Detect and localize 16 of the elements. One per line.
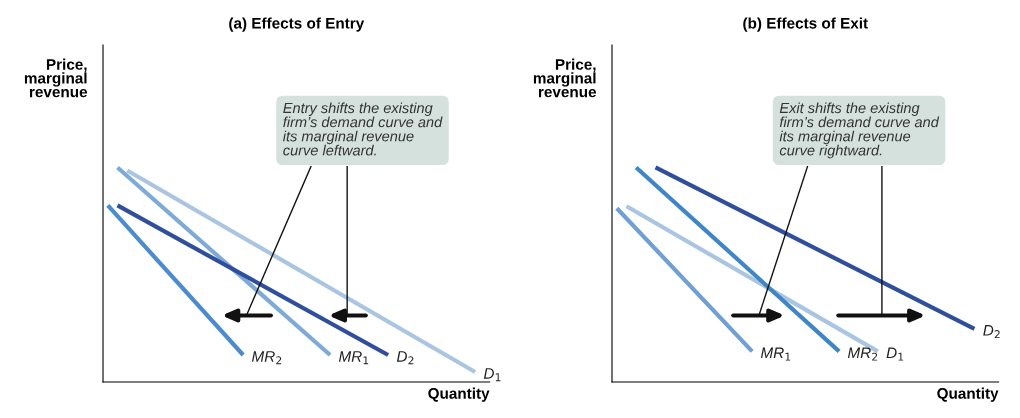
chart-title: (a) Effects of Entry: [229, 17, 365, 32]
series-label: MR$_{2}$: [847, 347, 878, 361]
series-label: D$_{1}$: [483, 368, 501, 382]
chart-title: (b) Effects of Exit: [743, 17, 868, 32]
series-label: MR$_{2}$: [251, 351, 282, 365]
series-label: D$_{1}$: [886, 347, 904, 361]
series-label: D$_{2}$: [396, 351, 414, 365]
x-axis-title: Quantity: [428, 387, 490, 402]
text: Entry shifts the existing firm’s demand curve and its marginal revenue curve leftward.: [283, 102, 443, 156]
series-label: MR$_{1}$: [338, 351, 369, 365]
y-axis-title: Price, marginal revenue: [533, 58, 597, 98]
text: Exit shifts the existing firm’s demand curve and its marginal revenue curve rightward.: [779, 102, 940, 159]
series-label: D$_{2}$: [983, 325, 1000, 339]
y-axis-title: Price, marginal revenue: [24, 58, 88, 98]
series-label: MR$_{1}$: [760, 347, 791, 361]
x-axis-title: Quantity: [937, 387, 999, 402]
